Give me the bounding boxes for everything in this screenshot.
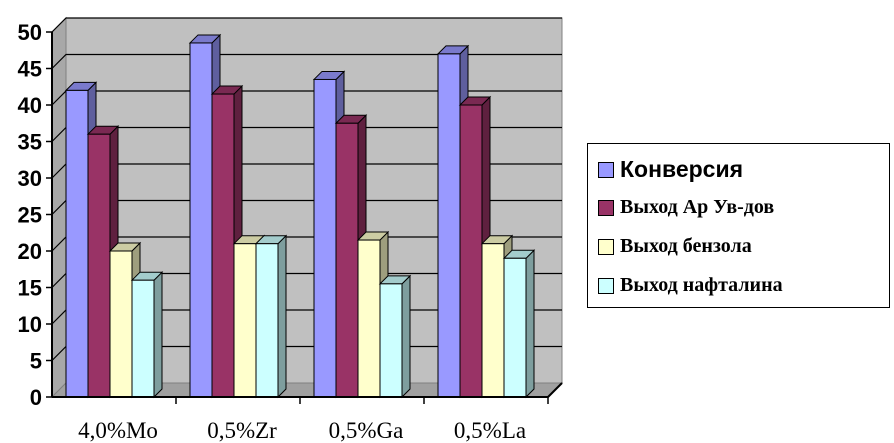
- legend-label: Выход Ар Ув-дов: [620, 196, 775, 218]
- bar-front: [189, 42, 213, 398]
- y-tick-label: 40: [18, 93, 42, 118]
- y-tick-label: 50: [18, 20, 42, 45]
- y-tick-label: 20: [18, 239, 42, 264]
- bar-side: [401, 274, 411, 399]
- legend-item-arom-yield: Выход Ар Ув-дов: [598, 196, 774, 219]
- y-tick-label: 10: [18, 312, 42, 337]
- bar-front: [503, 257, 527, 398]
- gridline: [51, 53, 562, 69]
- bar-front: [255, 243, 279, 398]
- y-tick-label: 5: [30, 349, 42, 374]
- bar-front: [481, 243, 505, 398]
- bar-front: [335, 122, 359, 398]
- x-tick-label: 4,0%Mo: [78, 418, 158, 443]
- legend-item-naphthalene-yield: Выход нафталина: [598, 274, 783, 297]
- bar-front: [357, 239, 381, 398]
- x-tick-label: 0,5%Ga: [329, 418, 404, 443]
- y-tick-label: 0: [30, 385, 42, 410]
- bar-front: [313, 78, 337, 398]
- bar-front: [459, 104, 483, 398]
- legend-swatch: [598, 199, 614, 216]
- x-tick-label: 0,5%Zr: [207, 418, 277, 443]
- legend-label: Выход бензола: [620, 235, 752, 257]
- legend-item-benzene-yield: Выход бензола: [598, 235, 752, 258]
- bar-side: [525, 249, 535, 399]
- legend-label: Конверсия: [620, 156, 744, 182]
- legend-label: Выход нафталина: [620, 274, 783, 296]
- bar: [378, 274, 412, 399]
- x-axis-ticks: 4,0%Mo 0,5%Zr 0,5%Ga 0,5%La: [78, 418, 526, 443]
- legend-swatch: [598, 161, 614, 178]
- bar: [502, 249, 536, 399]
- legend: Конверсия Выход Ар Ув-дов Выход бензола …: [587, 143, 890, 308]
- bar-front: [233, 243, 257, 398]
- y-axis-ticks: 0 5 10 15 20 25 30 35 40 45 50: [18, 20, 42, 410]
- bar-front: [437, 53, 461, 398]
- bar-front: [379, 283, 403, 398]
- bar-side: [153, 270, 163, 399]
- legend-swatch: [598, 277, 614, 294]
- legend-swatch: [598, 238, 614, 255]
- bar-side: [277, 234, 287, 399]
- bar: [254, 234, 288, 399]
- bar-front: [211, 93, 235, 398]
- bar-front: [87, 133, 111, 398]
- y-tick-label: 30: [18, 166, 42, 191]
- y-tick-label: 45: [18, 57, 42, 82]
- bar-front: [109, 250, 133, 398]
- y-tick-label: 25: [18, 203, 42, 228]
- x-tick-label: 0,5%La: [454, 418, 526, 443]
- bar-front: [131, 279, 155, 398]
- bar: [130, 270, 164, 399]
- legend-item-conversion: Конверсия: [598, 156, 743, 183]
- bars: [64, 33, 536, 399]
- bar-front: [65, 89, 89, 398]
- x-axis-depth-line: [547, 382, 563, 398]
- y-tick-label: 35: [18, 130, 42, 155]
- y-tick-label: 15: [18, 276, 42, 301]
- axes: [46, 31, 563, 404]
- gridline: [51, 17, 562, 33]
